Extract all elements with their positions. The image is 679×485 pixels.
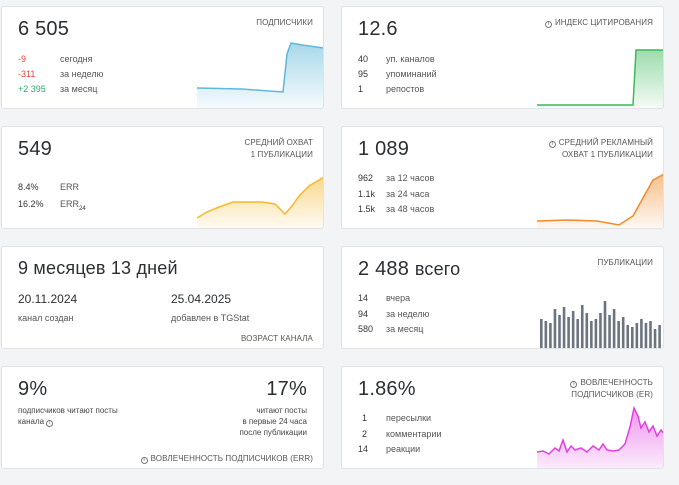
stat-row: 1.5k за 48 часов [358, 204, 435, 214]
err-title: i ВОВЛЕЧЕННОСТЬ ПОДПИСЧИКОВ (ERR) [140, 453, 313, 465]
stat-row: 95 упоминаний [358, 69, 437, 79]
info-circle-icon[interactable]: i [140, 457, 148, 464]
publication-bar [603, 301, 607, 348]
publications-chart [540, 301, 661, 348]
engagement-err-card[interactable]: 9% подписчиков читают посты канала i 17% … [1, 366, 324, 469]
err-right-value: 17% [266, 378, 307, 400]
publication-bar [567, 317, 570, 348]
publication-bar [571, 311, 575, 348]
stat-row: 14 вчера [358, 293, 411, 303]
publication-bar [576, 319, 579, 348]
publication-bar [631, 327, 634, 348]
citation-card[interactable]: 12.6 i ИНДЕКС ЦИТИРОВАНИЯ 40 уп. каналов 9… [341, 6, 664, 109]
subscribers-chart [197, 42, 323, 108]
channel-age-value: 9 месяцев 13 дней [18, 258, 178, 278]
er-value: 1.86% [358, 378, 416, 400]
stat-row: +2 395 за месяц [18, 84, 98, 94]
publications-value: 2 488 всего [358, 258, 461, 280]
publication-bar [608, 315, 611, 348]
publication-bar [617, 321, 620, 348]
stat-row: 1 пересылки [362, 413, 432, 423]
created-label: канал создан [18, 313, 74, 323]
channel-age-card[interactable]: 9 месяцев 13 дней 20.11.2024 канал созда… [1, 246, 324, 349]
citation-value: 12.6 [358, 18, 398, 40]
publication-bar [626, 325, 630, 348]
publication-bar [585, 313, 589, 348]
stat-row: -9 сегодня [18, 54, 93, 64]
info-circle-icon[interactable]: i [570, 381, 578, 388]
err-left-text: подписчиков читают посты канала i [18, 406, 118, 427]
created-date: 20.11.2024 [18, 292, 78, 306]
stat-row: 1 репостов [358, 84, 425, 94]
publication-bar [549, 323, 552, 348]
publication-bar [635, 323, 639, 348]
stat-row: 962 за 12 часов [358, 173, 435, 183]
citation-title: i ИНДЕКС ЦИТИРОВАНИЯ [544, 17, 653, 29]
publication-bar [649, 321, 652, 348]
stat-row: 16.2% ERR24 [18, 199, 86, 212]
reach-value: 549 [18, 138, 52, 160]
reach-card[interactable]: 549 СРЕДНИЙ ОХВАТ 1 ПУБЛИКАЦИИ 8.4% ERR 16… [1, 126, 324, 229]
publication-bar [562, 307, 566, 348]
stat-row: -311 за неделю [18, 69, 104, 79]
channel-age-title: ВОЗРАСТ КАНАЛА [241, 334, 313, 343]
publication-bar [658, 325, 661, 348]
publication-bar [558, 315, 561, 348]
engagement-er-card[interactable]: 1.86% i ВОВЛЕЧЕННОСТЬ ПОДПИСЧИКОВ (ER) 1 пе… [341, 366, 664, 469]
stat-row: 1.1k за 24 часа [358, 189, 430, 199]
publication-bar [640, 319, 643, 348]
publication-bar [644, 323, 648, 348]
stat-row: 8.4% ERR [18, 182, 80, 192]
publication-bar [590, 321, 593, 348]
added-label: добавлен в TGStat [171, 313, 250, 323]
publication-bar [544, 321, 548, 348]
reach-chart [197, 176, 323, 228]
err-right-text: читают посты в первые 24 часа после публик… [239, 406, 307, 437]
stat-row: 14 реакции [358, 444, 421, 454]
er-chart [537, 405, 663, 468]
stat-row: 580 за месяц [358, 324, 424, 334]
publication-bar [553, 309, 557, 348]
info-circle-icon[interactable]: i [548, 141, 556, 148]
publication-bar [594, 319, 598, 348]
publication-bar [621, 317, 625, 348]
stat-row: 40 уп. каналов [358, 54, 435, 64]
stat-row: 2 комментарии [362, 429, 442, 439]
publications-title: ПУБЛИКАЦИИ [597, 258, 653, 267]
ad-reach-card[interactable]: 1 089 i СРЕДНИЙ РЕКЛАМНЫЙ ОХВАТ 1 ПУБЛИКАЦ… [341, 126, 664, 229]
publication-bar [612, 309, 616, 348]
publication-bar [599, 313, 602, 348]
info-circle-icon[interactable]: i [544, 21, 552, 28]
subscribers-card[interactable]: 6 505 ПОДПИСЧИКИ -9 сегодня -311 за неделю… [1, 6, 324, 109]
er-title: i ВОВЛЕЧЕННОСТЬ ПОДПИСЧИКОВ (ER) [570, 378, 653, 399]
added-date: 25.04.2025 [171, 292, 232, 306]
ad-reach-chart [537, 173, 663, 228]
publication-bar [580, 305, 584, 348]
publication-bar [653, 329, 657, 348]
citation-chart [537, 49, 663, 108]
publication-bar [540, 319, 543, 348]
ad-reach-title: i СРЕДНИЙ РЕКЛАМНЫЙ ОХВАТ 1 ПУБЛИКАЦИИ [548, 137, 653, 161]
publications-card[interactable]: 2 488 всего ПУБЛИКАЦИИ 14 вчера 94 за неде… [341, 246, 664, 349]
err-left-value: 9% [18, 378, 48, 400]
info-circle-icon[interactable]: i [46, 420, 54, 427]
subscribers-value: 6 505 [18, 18, 70, 40]
ad-reach-value: 1 089 [358, 138, 410, 160]
stat-row: 94 за неделю [358, 309, 430, 319]
subscribers-title: ПОДПИСЧИКИ [256, 18, 313, 27]
reach-title: СРЕДНИЙ ОХВАТ 1 ПУБЛИКАЦИИ [244, 138, 313, 159]
